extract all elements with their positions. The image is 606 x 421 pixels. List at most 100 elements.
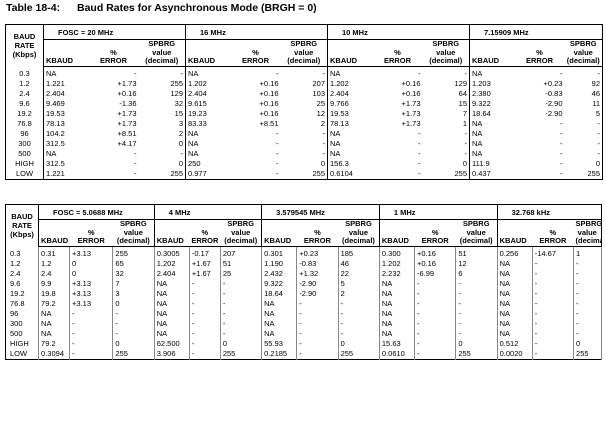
error-cell: - <box>296 338 339 349</box>
error-cell: - <box>560 69 563 78</box>
oscillator-frequency-header: 10 MHz <box>327 24 470 40</box>
error-cell: -0.17 <box>189 246 221 259</box>
kbaud-cell: NA <box>469 118 515 129</box>
oscillator-frequency-header: FOSC = 20 MHz <box>43 24 186 40</box>
kbaud-cell: 2.232 <box>378 268 416 279</box>
error-cell: - <box>69 338 114 349</box>
spbrg-header-line: value <box>436 47 456 57</box>
kbaud-cell: NA <box>496 278 533 289</box>
spbrg-cell: - <box>338 298 380 309</box>
error-cell: +0.16 <box>401 89 421 98</box>
kbaud-cell: 312.5 <box>43 158 89 169</box>
spbrg-cell: 103 <box>312 89 325 98</box>
spbrg-cell: - <box>220 288 263 299</box>
spbrg-header-line: SPBRG <box>569 39 597 48</box>
spbrg-cell: 0 <box>112 298 155 309</box>
error-cell: - <box>189 278 221 289</box>
spbrg-cell: 15 <box>174 109 183 118</box>
kbaud-cell: NA <box>185 148 231 159</box>
oscillator-frequency-header: 32.768 kHz <box>496 204 602 220</box>
kbaud-cell: 1.202 <box>327 78 373 89</box>
kbaud-cell: 0.300 <box>378 246 416 259</box>
kbaud-cell: NA <box>153 298 190 309</box>
error-cell: -6.99 <box>414 268 457 279</box>
kbaud-cell: 55.93 <box>261 338 298 349</box>
error-cell: +1.73 <box>401 99 421 108</box>
error-cell: +3.13 <box>69 246 114 259</box>
spbrg-cell: - <box>597 149 601 158</box>
spbrg-cell: 0 <box>220 338 263 349</box>
kbaud-cell: 1.202 <box>378 258 416 269</box>
error-cell: -2.90 <box>296 278 339 289</box>
table-row: 1.2 1.221 +1.73 255 1.202 +0.16 207 1.202 +0.16 1… <box>6 78 603 89</box>
spbrg-cell: 0 <box>112 338 155 349</box>
kbaud-cell: NA <box>38 318 71 329</box>
kbaud-cell: 9.9 <box>38 278 71 289</box>
error-cell: 0 <box>69 268 114 279</box>
kbaud-cell: NA <box>469 138 515 149</box>
spbrg-cell: 129 <box>454 79 467 88</box>
error-cell: +0.16 <box>414 258 457 269</box>
table-row: 1.2 1.2 0 65 1.202 +1.67 51 1.190 -0.83 46 1.202 +0… <box>5 258 602 269</box>
spbrg-cell: 255 <box>220 348 263 359</box>
table-row: 9.6 9.9 +3.13 7 NA - -9.322 -2.90 5 NA - - NA - - <box>5 278 602 289</box>
spbrg-cell: - <box>455 328 498 339</box>
error-cell: -0.83 <box>545 89 563 98</box>
kbaud-cell: 0.3005 <box>153 246 190 259</box>
error-header-line: ERROR <box>383 56 412 65</box>
spbrg-cell: 46 <box>591 89 601 98</box>
error-cell: - <box>418 169 421 178</box>
spbrg-cell: - <box>338 318 380 329</box>
oscillator-frequency-header: 3.579545 MHz <box>261 204 380 220</box>
kbaud-cell: 104.2 <box>43 128 89 139</box>
error-cell: - <box>134 149 137 158</box>
baud-rate-cell: 9.6 <box>19 99 30 108</box>
baud-rate-cell: 500 <box>18 149 31 158</box>
error-cell: +3.13 <box>69 278 114 289</box>
baud-rate-cell: 300 <box>18 139 31 148</box>
kbaud-cell: NA <box>38 308 71 319</box>
kbaud-cell: 0.6104 <box>327 168 373 179</box>
kbaud-cell: NA <box>261 298 298 309</box>
error-cell: - <box>296 298 339 309</box>
spbrg-cell: 7 <box>462 109 467 118</box>
kbaud-cell: 0.301 <box>261 246 298 259</box>
kbaud-cell: NA <box>378 328 416 339</box>
kbaud-cell: 78.13 <box>327 118 373 129</box>
error-cell: - <box>532 318 575 329</box>
error-cell: - <box>69 318 114 329</box>
spbrg-header-line: value <box>466 227 486 237</box>
error-cell: +8.51 <box>259 119 279 128</box>
error-cell: - <box>418 149 421 158</box>
baud-rate-cell: 19.2 <box>5 288 40 299</box>
kbaud-cell: 78.13 <box>43 118 89 129</box>
kbaud-cell: NA <box>261 318 298 329</box>
spbrg-cell: - <box>573 298 602 309</box>
spbrg-cell: - <box>322 129 326 138</box>
spbrg-header-line: (decimal) <box>429 56 463 65</box>
error-cell: 0 <box>69 258 114 269</box>
kbaud-cell: NA <box>185 128 231 139</box>
table-caption: Baud Rates for Asynchronous Mode (BRGH =… <box>77 2 317 14</box>
kbaud-cell: 9.322 <box>261 278 298 289</box>
baud-rate-cell: 96 <box>5 308 40 319</box>
error-cell: - <box>414 348 457 359</box>
spbrg-cell: 1 <box>462 119 467 128</box>
error-cell: - <box>276 69 279 78</box>
baud-rate-cell: HIGH <box>15 159 34 168</box>
spbrg-header-line: (decimal) <box>575 236 602 245</box>
kbaud-cell: NA <box>378 318 416 329</box>
kbaud-cell: NA <box>378 278 416 289</box>
spbrg-header-line: (decimal) <box>116 236 150 245</box>
kbaud-header: KBAUD <box>153 219 190 247</box>
kbaud-cell: NA <box>261 308 298 319</box>
kbaud-header: KBAUD <box>43 39 89 67</box>
kbaud-cell: 19.23 <box>185 108 231 119</box>
spbrg-cell: 0 <box>462 159 467 168</box>
kbaud-cell: 2.404 <box>185 88 231 99</box>
kbaud-cell: 0.256 <box>496 246 533 259</box>
spbrg-cell: - <box>220 328 263 339</box>
error-header-line: % <box>110 47 117 57</box>
error-header: % ERROR <box>88 39 139 67</box>
